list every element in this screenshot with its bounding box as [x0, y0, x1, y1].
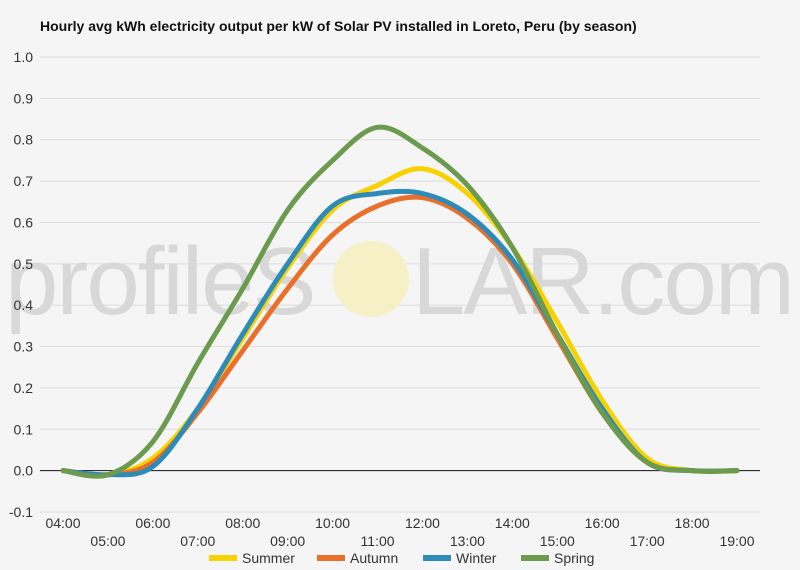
- x-axis: 04:00 06:00 08:00 10:00 12:00 14:00 16:00 18:00…: [45, 515, 754, 549]
- y-tick-label: 0.5: [14, 256, 34, 272]
- y-tick-label: 0.7: [14, 173, 34, 189]
- grid: [40, 56, 760, 513]
- x-tick-label: 13:00: [450, 533, 485, 549]
- legend-swatch: [317, 555, 345, 561]
- x-tick-label: 14:00: [495, 515, 530, 531]
- x-tick-label: 10:00: [315, 515, 350, 531]
- legend-item-summer: Summer: [209, 550, 295, 566]
- legend: Summer Autumn Winter Spring: [209, 550, 594, 566]
- y-tick-label: 0.1: [14, 421, 34, 437]
- series-lines: [60, 124, 740, 479]
- x-tick-label: 11:00: [361, 533, 395, 549]
- y-tick-label: 0.3: [14, 339, 34, 355]
- watermark-sun-icon: [333, 241, 409, 317]
- legend-item-spring: Spring: [521, 550, 594, 566]
- x-tick-label: 07:00: [180, 533, 215, 549]
- legend-swatch: [209, 555, 237, 561]
- x-tick-label: 18:00: [675, 515, 710, 531]
- x-tick-label: 04:00: [45, 515, 80, 531]
- y-tick-label: 0.9: [14, 90, 34, 106]
- y-tick-label: 0.6: [14, 214, 34, 230]
- x-tick-label: 16:00: [585, 515, 620, 531]
- y-axis: 1.0 0.9 0.8 0.7 0.6 0.5 0.4 0.3 0.2 0.1 0.0 -0.1: [9, 49, 33, 520]
- watermark-text-right: LAR.com: [412, 228, 793, 335]
- watermark: profileS LAR.com: [5, 228, 795, 335]
- x-tick-label: 12:00: [405, 515, 440, 531]
- chart-title: Hourly avg kWh electricity output per kW…: [40, 18, 637, 34]
- x-tick-label: 05:00: [90, 533, 125, 549]
- y-tick-label: 1.0: [14, 49, 34, 65]
- legend-swatch: [423, 555, 451, 561]
- series-line-spring: [60, 124, 740, 479]
- legend-label: Winter: [456, 550, 497, 566]
- legend-item-autumn: Autumn: [317, 550, 398, 566]
- y-tick-label: 0.4: [14, 297, 34, 313]
- x-tick-label: 06:00: [135, 515, 170, 531]
- x-tick-label: 08:00: [225, 515, 260, 531]
- legend-swatch: [521, 555, 549, 561]
- y-tick-label: 0.0: [14, 463, 34, 479]
- y-tick-label: -0.1: [9, 504, 33, 520]
- x-tick-label: 19:00: [719, 533, 754, 549]
- x-tick-label: 09:00: [270, 533, 305, 549]
- y-tick-label: 0.2: [14, 380, 34, 396]
- legend-label: Summer: [242, 550, 295, 566]
- y-tick-label: 0.8: [14, 132, 34, 148]
- x-tick-label: 15:00: [540, 533, 575, 549]
- legend-label: Spring: [554, 550, 594, 566]
- legend-item-winter: Winter: [423, 550, 497, 566]
- legend-label: Autumn: [350, 550, 398, 566]
- x-tick-label: 17:00: [630, 533, 665, 549]
